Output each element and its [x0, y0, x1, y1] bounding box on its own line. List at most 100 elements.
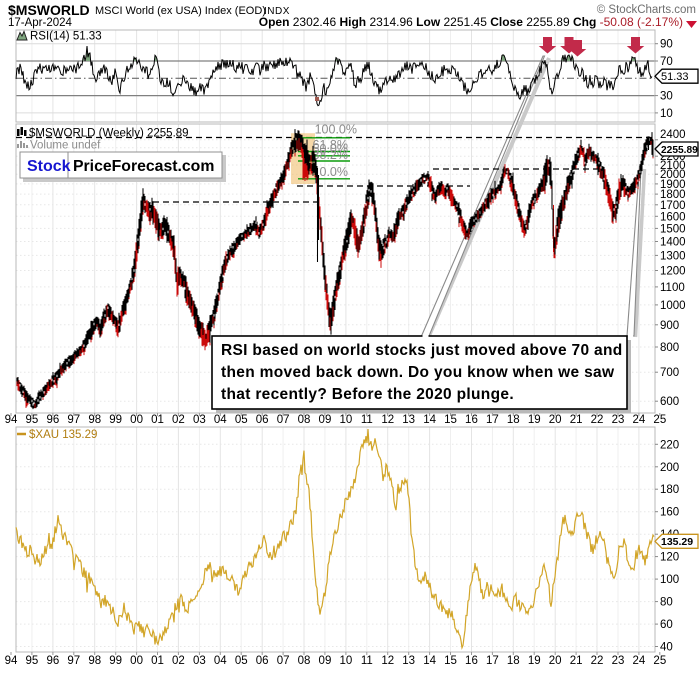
svg-text:24: 24	[633, 655, 646, 667]
svg-text:22: 22	[591, 414, 604, 426]
svg-text:11: 11	[361, 414, 373, 426]
svg-text:06: 06	[256, 414, 269, 426]
svg-text:05: 05	[235, 655, 248, 667]
svg-text:13: 13	[402, 414, 415, 426]
svg-text:1300: 1300	[660, 250, 686, 262]
svg-text:then moved back down. Do you k: then moved back down. Do you know when w…	[221, 364, 615, 381]
svg-text:1400: 1400	[660, 236, 686, 248]
svg-text:$XAU 135.29: $XAU 135.29	[29, 429, 97, 441]
svg-text:99: 99	[109, 655, 122, 667]
svg-text:08: 08	[298, 414, 311, 426]
svg-text:96: 96	[46, 414, 59, 426]
svg-text:95: 95	[26, 414, 39, 426]
svg-text:95: 95	[26, 655, 39, 667]
svg-text:61.8%: 61.8%	[313, 138, 348, 152]
svg-text:1500: 1500	[660, 223, 686, 235]
svg-text:06: 06	[256, 655, 269, 667]
svg-text:30: 30	[660, 91, 673, 103]
svg-text:2000: 2000	[660, 169, 686, 181]
svg-text:97: 97	[67, 655, 80, 667]
svg-text:16: 16	[465, 414, 478, 426]
svg-text:98: 98	[88, 414, 101, 426]
svg-text:Stock: Stock	[27, 158, 71, 175]
svg-text:98: 98	[88, 655, 101, 667]
svg-text:25: 25	[653, 414, 666, 426]
svg-text:18: 18	[507, 414, 520, 426]
svg-text:02: 02	[172, 655, 185, 667]
svg-text:1900: 1900	[660, 179, 686, 191]
svg-text:00: 00	[130, 655, 143, 667]
svg-text:MSCI World (ex USA) Index (EOD: MSCI World (ex USA) Index (EOD)	[95, 5, 266, 17]
svg-text:RSI(14) 51.33: RSI(14) 51.33	[30, 31, 102, 43]
svg-text:10: 10	[660, 108, 673, 120]
svg-text:03: 03	[193, 655, 206, 667]
svg-text:1100: 1100	[660, 282, 685, 294]
svg-text:13: 13	[402, 655, 415, 667]
svg-text:80: 80	[660, 597, 673, 609]
svg-text:20: 20	[549, 414, 562, 426]
svg-text:2100: 2100	[660, 160, 686, 172]
svg-text:00: 00	[130, 414, 143, 426]
svg-text:19: 19	[528, 414, 541, 426]
svg-text:17: 17	[486, 414, 499, 426]
svg-text:03: 03	[193, 414, 206, 426]
svg-text:96: 96	[46, 655, 59, 667]
svg-text:200: 200	[660, 462, 679, 474]
svg-text:01: 01	[151, 655, 164, 667]
svg-text:180: 180	[660, 484, 679, 496]
svg-text:21: 21	[570, 655, 583, 667]
svg-text:17: 17	[486, 655, 499, 667]
svg-text:PriceForecast.com: PriceForecast.com	[73, 158, 214, 175]
svg-text:12: 12	[381, 414, 394, 426]
svg-text:97: 97	[67, 414, 80, 426]
svg-text:1000: 1000	[660, 300, 686, 312]
svg-text:05: 05	[235, 414, 248, 426]
svg-text:18: 18	[507, 655, 520, 667]
svg-text:15: 15	[444, 414, 457, 426]
svg-text:50.0%: 50.0%	[313, 142, 348, 156]
svg-text:160: 160	[660, 507, 679, 519]
svg-text:90: 90	[660, 39, 673, 51]
svg-text:220: 220	[660, 439, 679, 451]
svg-text:Open 2302.46 High 2314.96 Low: Open 2302.46 High 2314.96 Low 2251.45 Cl…	[259, 15, 683, 29]
svg-text:38.2%: 38.2%	[313, 148, 348, 162]
svg-text:02: 02	[172, 414, 185, 426]
svg-text:23: 23	[612, 414, 625, 426]
svg-text:RSI based on world stocks just: RSI based on world stocks just moved abo…	[221, 342, 623, 359]
svg-text:70: 70	[660, 56, 673, 68]
svg-text:700: 700	[660, 367, 679, 379]
svg-text:800: 800	[660, 342, 679, 354]
svg-text:100.0%: 100.0%	[315, 123, 357, 137]
svg-text:23: 23	[612, 655, 625, 667]
svg-text:0.0%: 0.0%	[320, 165, 349, 179]
svg-text:15: 15	[444, 655, 457, 667]
svg-text:01: 01	[151, 414, 164, 426]
svg-text:Volume undef: Volume undef	[30, 140, 101, 152]
svg-text:20: 20	[549, 655, 562, 667]
svg-text:07: 07	[277, 655, 290, 667]
svg-text:2255.89: 2255.89	[661, 145, 698, 156]
svg-text:14: 14	[423, 414, 436, 426]
svg-text:10: 10	[339, 414, 352, 426]
svg-text:22: 22	[591, 655, 604, 667]
svg-text:99: 99	[109, 414, 122, 426]
svg-text:14: 14	[423, 655, 436, 667]
svg-text:51.33: 51.33	[661, 71, 689, 83]
svg-text:40: 40	[660, 642, 673, 654]
svg-text:900: 900	[660, 320, 679, 332]
svg-text:09: 09	[319, 414, 332, 426]
svg-text:17-Apr-2024: 17-Apr-2024	[8, 17, 73, 29]
svg-text:07: 07	[277, 414, 290, 426]
svg-text:25: 25	[653, 655, 666, 667]
svg-text:94: 94	[5, 655, 18, 667]
svg-text:© StockCharts.com: © StockCharts.com	[597, 4, 696, 16]
svg-text:94: 94	[5, 414, 18, 426]
svg-text:1600: 1600	[660, 211, 686, 223]
svg-text:1800: 1800	[660, 189, 686, 201]
svg-text:08: 08	[298, 655, 311, 667]
svg-text:04: 04	[214, 655, 227, 667]
svg-text:2400: 2400	[660, 129, 686, 141]
svg-text:16: 16	[465, 655, 478, 667]
svg-text:60: 60	[660, 619, 673, 631]
svg-text:100: 100	[660, 574, 679, 586]
